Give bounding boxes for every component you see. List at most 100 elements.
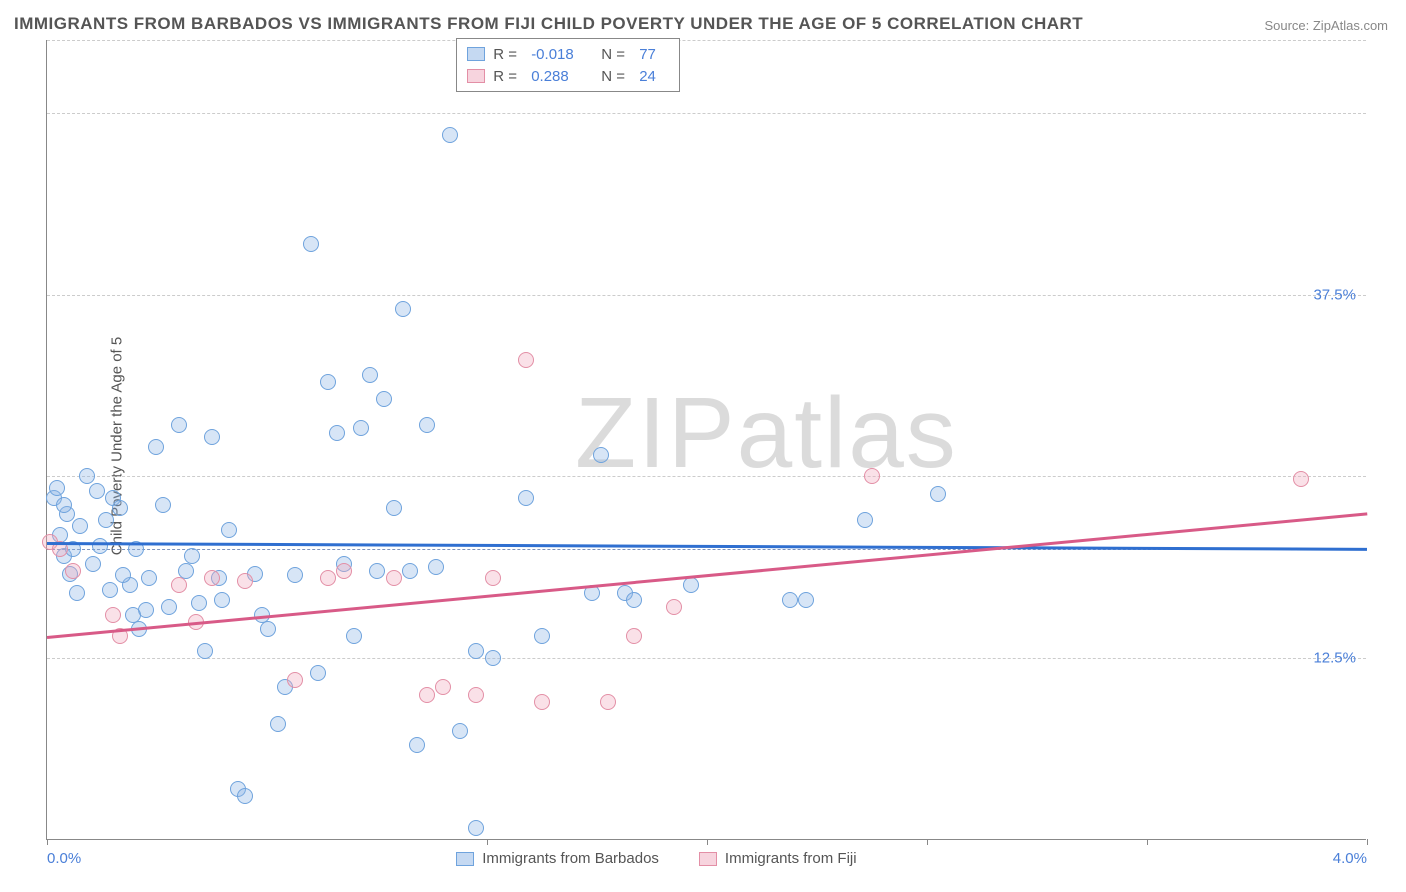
data-point bbox=[79, 468, 95, 484]
x-tick bbox=[707, 839, 708, 845]
data-point bbox=[270, 716, 286, 732]
data-point bbox=[485, 650, 501, 666]
data-point bbox=[155, 497, 171, 513]
data-point bbox=[468, 820, 484, 836]
series-legend-item: Immigrants from Fiji bbox=[699, 850, 857, 867]
gridline bbox=[47, 658, 1366, 659]
data-point bbox=[98, 512, 114, 528]
legend-swatch bbox=[467, 47, 485, 61]
data-point bbox=[112, 500, 128, 516]
series-legend-label: Immigrants from Barbados bbox=[482, 850, 659, 867]
x-tick bbox=[1367, 839, 1368, 845]
data-point bbox=[214, 592, 230, 608]
x-tick bbox=[487, 839, 488, 845]
data-point bbox=[237, 573, 253, 589]
data-point bbox=[666, 599, 682, 615]
data-point bbox=[782, 592, 798, 608]
gridline bbox=[47, 40, 1366, 41]
data-point bbox=[428, 559, 444, 575]
data-point bbox=[419, 417, 435, 433]
source-attribution: Source: ZipAtlas.com bbox=[1264, 18, 1388, 33]
y-tick-label: 37.5% bbox=[1313, 286, 1356, 303]
data-point bbox=[518, 490, 534, 506]
data-point bbox=[419, 687, 435, 703]
data-point bbox=[683, 577, 699, 593]
data-point bbox=[329, 425, 345, 441]
data-point bbox=[148, 439, 164, 455]
data-point bbox=[161, 599, 177, 615]
watermark: ZIPatlas bbox=[575, 376, 958, 491]
data-point bbox=[49, 480, 65, 496]
correlation-legend-row: R =-0.018N =77 bbox=[467, 43, 669, 65]
series-legend-item: Immigrants from Barbados bbox=[456, 850, 659, 867]
data-point bbox=[362, 367, 378, 383]
data-point bbox=[303, 236, 319, 252]
data-point bbox=[204, 570, 220, 586]
data-point bbox=[798, 592, 814, 608]
data-point bbox=[353, 420, 369, 436]
r-label: R = bbox=[493, 68, 523, 85]
data-point bbox=[1293, 471, 1309, 487]
data-point bbox=[221, 522, 237, 538]
data-point bbox=[346, 628, 362, 644]
data-point bbox=[518, 352, 534, 368]
data-point bbox=[237, 788, 253, 804]
data-point bbox=[115, 567, 131, 583]
legend-swatch bbox=[699, 852, 717, 866]
n-value: 77 bbox=[639, 46, 669, 63]
x-tick bbox=[1147, 839, 1148, 845]
data-point bbox=[310, 665, 326, 681]
data-point bbox=[435, 679, 451, 695]
data-point bbox=[409, 737, 425, 753]
data-point bbox=[320, 374, 336, 390]
data-point bbox=[197, 643, 213, 659]
data-point bbox=[369, 563, 385, 579]
n-label: N = bbox=[601, 68, 631, 85]
correlation-legend-row: R = 0.288 N = 24 bbox=[467, 65, 669, 87]
correlation-legend: R =-0.018N =77R =0.288N =24 bbox=[456, 38, 680, 92]
data-point bbox=[85, 556, 101, 572]
x-tick bbox=[927, 839, 928, 845]
data-point bbox=[386, 570, 402, 586]
data-point bbox=[320, 570, 336, 586]
legend-swatch bbox=[467, 69, 485, 83]
data-point bbox=[65, 563, 81, 579]
data-point bbox=[171, 577, 187, 593]
data-point bbox=[626, 592, 642, 608]
data-point bbox=[395, 301, 411, 317]
data-point bbox=[534, 628, 550, 644]
data-point bbox=[125, 607, 141, 623]
gridline bbox=[47, 295, 1366, 296]
series-legend-label: Immigrants from Fiji bbox=[725, 850, 857, 867]
legend-swatch bbox=[456, 852, 474, 866]
data-point bbox=[386, 500, 402, 516]
n-value: 24 bbox=[639, 68, 669, 85]
data-point bbox=[105, 607, 121, 623]
data-point bbox=[442, 127, 458, 143]
data-point bbox=[69, 585, 85, 601]
data-point bbox=[593, 447, 609, 463]
data-point bbox=[857, 512, 873, 528]
gridline bbox=[47, 113, 1366, 114]
data-point bbox=[930, 486, 946, 502]
data-point bbox=[402, 563, 418, 579]
plot-area: 12.5%37.5%0.0%4.0%ZIPatlasR =-0.018N =77… bbox=[46, 40, 1366, 840]
x-tick-label: 4.0% bbox=[1333, 850, 1367, 867]
data-point bbox=[204, 429, 220, 445]
data-point bbox=[178, 563, 194, 579]
series-legend: Immigrants from Barbados Immigrants from … bbox=[456, 850, 856, 867]
data-point bbox=[260, 621, 276, 637]
data-point bbox=[485, 570, 501, 586]
data-point bbox=[534, 694, 550, 710]
x-tick-label: 0.0% bbox=[47, 850, 81, 867]
data-point bbox=[89, 483, 105, 499]
data-point bbox=[600, 694, 616, 710]
data-point bbox=[864, 468, 880, 484]
x-tick bbox=[47, 839, 48, 845]
n-label: N = bbox=[601, 46, 631, 63]
data-point bbox=[376, 391, 392, 407]
data-point bbox=[287, 672, 303, 688]
r-value: 0.288 bbox=[531, 68, 593, 85]
y-tick-label: 12.5% bbox=[1313, 650, 1356, 667]
chart-title: IMMIGRANTS FROM BARBADOS VS IMMIGRANTS F… bbox=[14, 14, 1083, 34]
